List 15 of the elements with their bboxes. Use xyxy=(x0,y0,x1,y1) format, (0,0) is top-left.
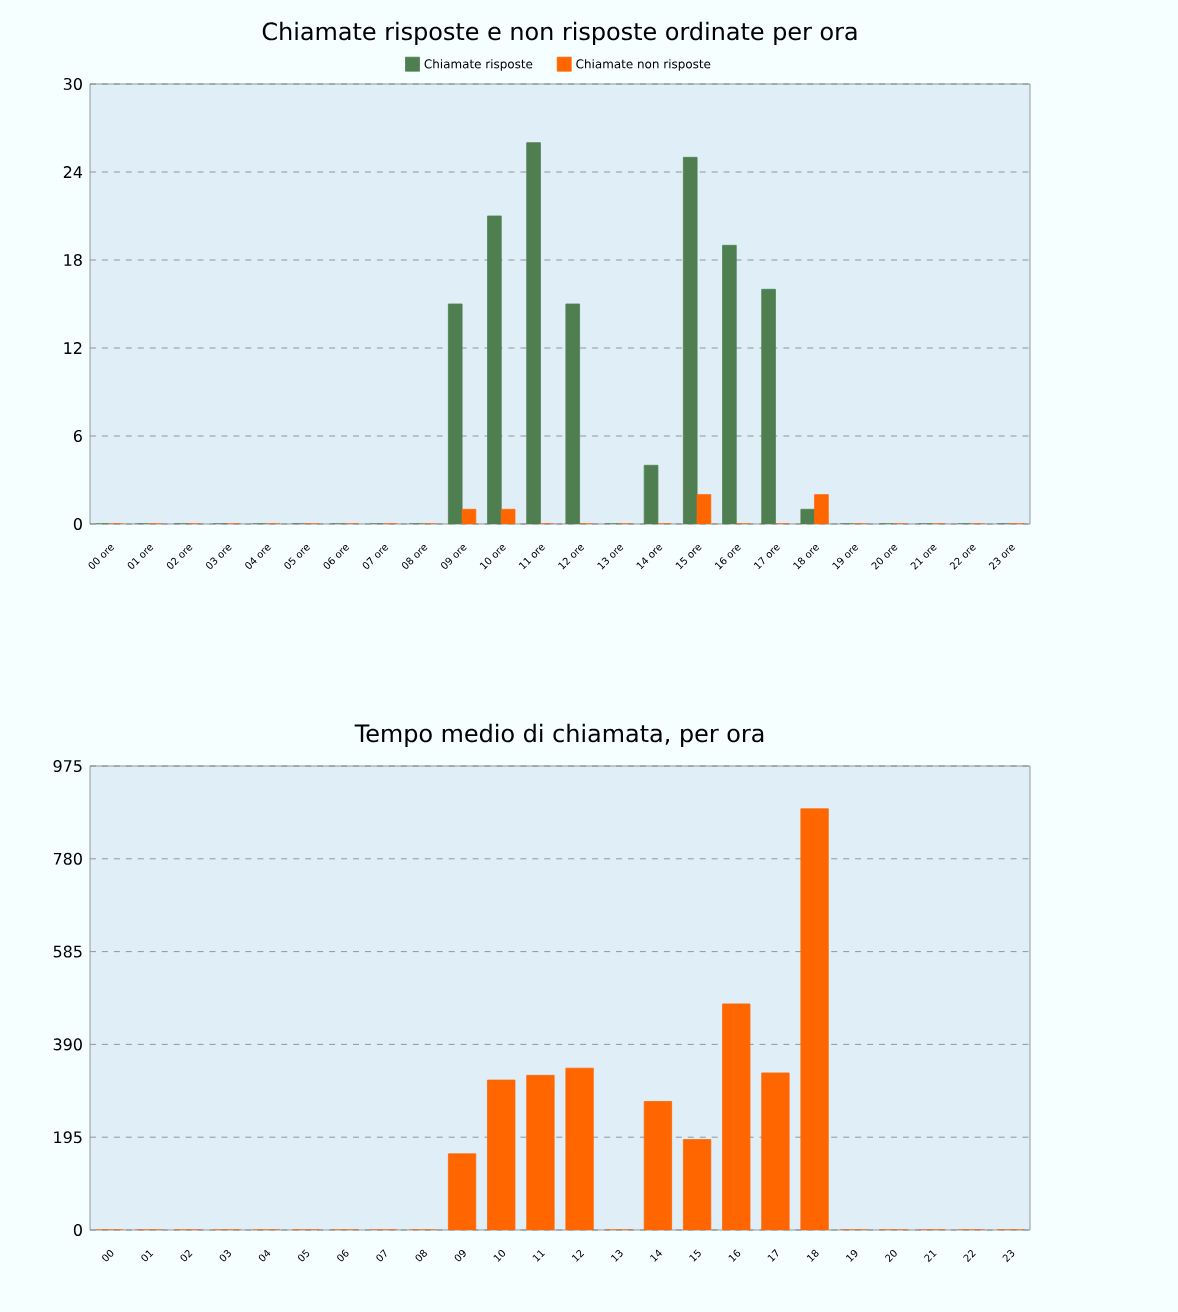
bar xyxy=(565,303,580,524)
bar xyxy=(643,464,659,524)
chart-title: Tempo medio di chiamata, per ora xyxy=(354,723,764,747)
bar xyxy=(500,508,516,524)
bar xyxy=(487,215,502,524)
bar xyxy=(761,288,776,524)
bar xyxy=(800,508,815,524)
bar xyxy=(722,244,737,524)
bar xyxy=(461,508,477,524)
bar xyxy=(447,303,463,524)
bar xyxy=(682,156,698,524)
bar xyxy=(814,494,829,524)
chart-title: Chiamate risposte e non risposte ordinate per ora xyxy=(262,21,857,45)
bar xyxy=(526,142,541,524)
bar xyxy=(696,494,712,524)
